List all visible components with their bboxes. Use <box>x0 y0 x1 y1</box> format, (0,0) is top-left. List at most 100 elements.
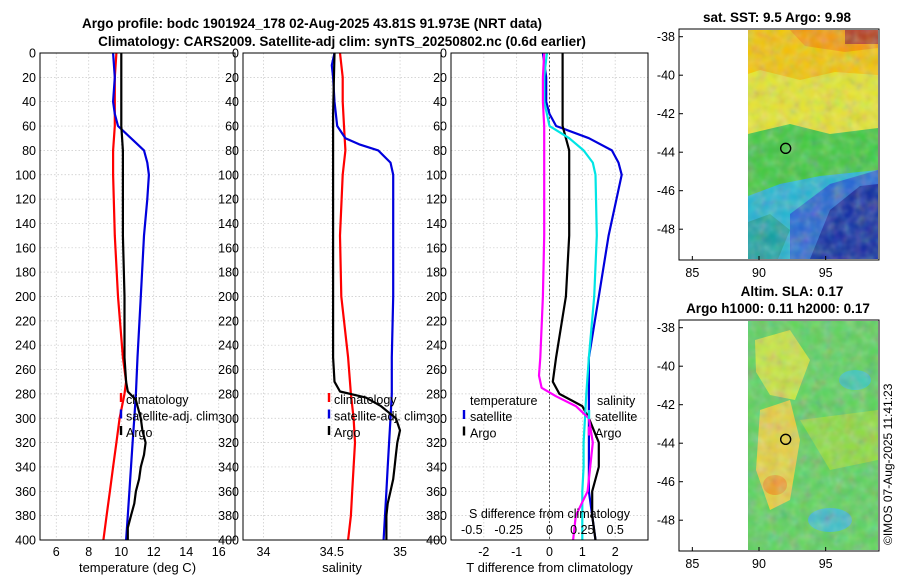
salinity-ytick-label: 0 <box>232 47 239 61</box>
salinity-legend-label: Argo <box>334 426 360 440</box>
salinity-ytick-label: 260 <box>218 363 239 377</box>
difference-ytick-label: 0 <box>440 47 447 61</box>
temperature-ytick-label: 120 <box>15 193 36 207</box>
salinity-xlabel: salinity <box>322 560 362 575</box>
sla-map-title: Altim. SLA: 0.17 <box>741 284 844 299</box>
difference-ytick-label: 120 <box>426 193 447 207</box>
difference-xtick-label: 1 <box>579 545 586 559</box>
diff-legend-temp-header: temperature <box>470 394 537 408</box>
difference-ytick-label: 400 <box>426 534 447 548</box>
temperature-ytick-label: 300 <box>15 412 36 426</box>
sla-map-axes: 85 90 95 -38 -40 -42 -44 -46 -48 <box>657 321 833 571</box>
temperature-ytick-label: 140 <box>15 217 36 231</box>
salinity-ytick-label: 180 <box>218 266 239 280</box>
sla-map-subtitle: Argo h1000: 0.11 h2000: 0.17 <box>686 301 870 316</box>
salinity-ytick-label: 120 <box>218 193 239 207</box>
difference-top-tick-label: 0.25 <box>570 523 594 537</box>
temperature-ytick-label: 20 <box>22 71 36 85</box>
temperature-xtick-label: 12 <box>147 545 161 559</box>
diff-legend-temp-label: satellite <box>470 410 512 424</box>
temperature-ytick-label: 80 <box>22 144 36 158</box>
difference-series-salinity-argo <box>537 52 594 541</box>
difference-xtick-label: -1 <box>511 545 522 559</box>
difference-ytick-label: 140 <box>426 217 447 231</box>
salinity-ytick-label: 40 <box>225 95 239 109</box>
salinity-frame <box>242 52 442 541</box>
sla-map-ytick-label: -42 <box>657 398 675 412</box>
temperature-panel: 0204060801001201401601802002202402602803… <box>15 47 236 575</box>
salinity-ytick-label: 360 <box>218 485 239 499</box>
difference-ytick-label: 300 <box>426 412 447 426</box>
difference-ytick-label: 280 <box>426 387 447 401</box>
salinity-series-argo <box>332 52 402 540</box>
diff-legend-sal-header: salinity <box>597 394 636 408</box>
salinity-xtick-label: 34.5 <box>320 545 344 559</box>
salinity-ytick-label: 220 <box>218 314 239 328</box>
difference-ytick-label: 60 <box>433 120 447 134</box>
temperature-xtick-label: 16 <box>212 545 226 559</box>
difference-series-temperature-argo <box>551 53 600 541</box>
temperature-legend-label: Argo <box>126 426 152 440</box>
diff-legend-temp-label: Argo <box>470 427 496 441</box>
difference-ytick-label: 200 <box>426 290 447 304</box>
salinity-ytick-label: 300 <box>218 412 239 426</box>
salinity-ytick-label: 80 <box>225 144 239 158</box>
difference-top-label: S difference from climatology <box>469 507 631 521</box>
difference-series-temperature-satellite <box>541 52 623 541</box>
difference-top-tick-label: 0 <box>546 523 553 537</box>
difference-ytick-label: 100 <box>426 168 447 182</box>
temperature-ytick-label: 200 <box>15 290 36 304</box>
sst-map-axes: 85 90 95 -38 -40 -42 -44 -46 -48 <box>657 30 833 280</box>
difference-ytick-label: 180 <box>426 266 447 280</box>
difference-ytick-label: 20 <box>433 71 447 85</box>
sla-map-xtick-label: 85 <box>685 557 699 571</box>
sla-map-xtick-label: 90 <box>752 557 766 571</box>
sst-map-ytick-label: -48 <box>657 223 675 237</box>
sst-map-ytick-label: -44 <box>657 146 675 160</box>
difference-ytick-label: 260 <box>426 363 447 377</box>
difference-xtick-label: 2 <box>612 545 619 559</box>
temperature-ytick-label: 240 <box>15 339 36 353</box>
salinity-ytick-label: 140 <box>218 217 239 231</box>
temperature-frame <box>39 52 236 541</box>
sla-map-ytick-label: -48 <box>657 514 675 528</box>
salinity-series-satellite-adj-clim <box>330 52 395 541</box>
salinity-ytick-label: 160 <box>218 241 239 255</box>
sla-map-texture <box>748 321 878 550</box>
sla-map: Altim. SLA: 0.17 Argo h1000: 0.11 h2000:… <box>657 284 880 571</box>
sst-map-ytick-label: -40 <box>657 69 675 83</box>
temperature-ytick-label: 360 <box>15 485 36 499</box>
temperature-ytick-label: 40 <box>22 95 36 109</box>
sst-map-xtick-label: 85 <box>685 266 699 280</box>
diff-legend-sal-label: Argo <box>595 427 621 441</box>
salinity-ytick-label: 240 <box>218 339 239 353</box>
figure-title-line1: Argo profile: bodc 1901924_178 02-Aug-20… <box>82 16 542 31</box>
sst-map-texture <box>748 30 878 259</box>
salinity-ytick-label: 20 <box>225 71 239 85</box>
temperature-ytick-label: 100 <box>15 168 36 182</box>
difference-ytick-label: 80 <box>433 144 447 158</box>
sla-map-ytick-label: -40 <box>657 360 675 374</box>
salinity-ytick-label: 280 <box>218 387 239 401</box>
salinity-ytick-label: 340 <box>218 460 239 474</box>
difference-top-tick-label: -0.25 <box>494 523 523 537</box>
difference-ytick-label: 220 <box>426 314 447 328</box>
temperature-ytick-label: 180 <box>15 266 36 280</box>
sst-argo-float-marker <box>779 142 792 155</box>
temperature-ytick-label: 60 <box>22 120 36 134</box>
temperature-series-argo <box>120 53 147 540</box>
salinity-ytick-label: 320 <box>218 436 239 450</box>
temperature-legend-label: satellite-adj. clim <box>126 410 218 424</box>
difference-ytick-label: 340 <box>426 460 447 474</box>
temperature-series-satellite-adj-clim <box>111 52 150 541</box>
temperature-ytick-label: 340 <box>15 460 36 474</box>
difference-frame <box>450 52 649 541</box>
difference-panel: 0204060801001201401601802002202402602803… <box>426 47 649 575</box>
difference-xtick-label: -2 <box>478 545 489 559</box>
difference-top-tick-label: -0.5 <box>461 523 483 537</box>
temperature-xlabel: temperature (deg C) <box>79 560 196 575</box>
temperature-ytick-label: 0 <box>29 47 36 61</box>
salinity-ytick-label: 200 <box>218 290 239 304</box>
temperature-ytick-label: 220 <box>15 314 36 328</box>
temperature-ytick-label: 260 <box>15 363 36 377</box>
